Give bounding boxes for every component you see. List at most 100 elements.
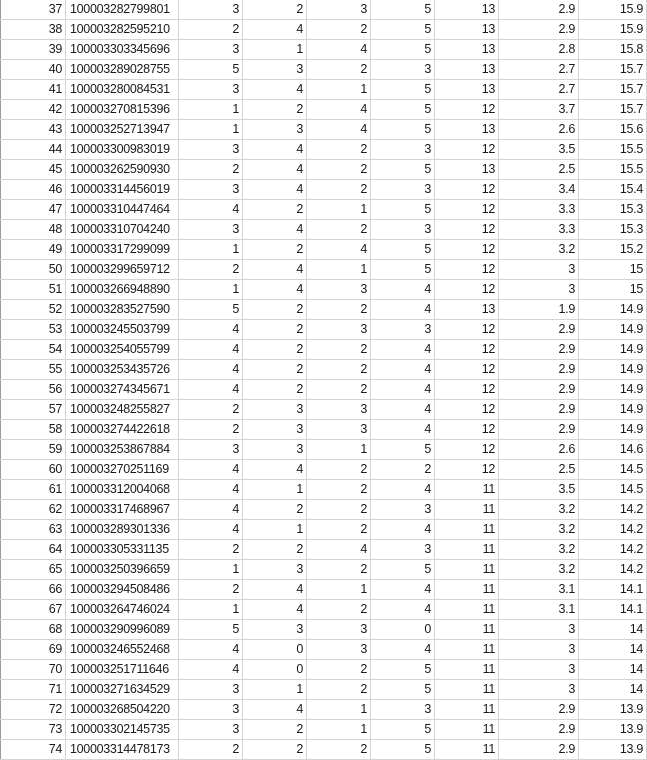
value-cell[interactable]: 15.3 xyxy=(578,199,647,220)
value-cell[interactable]: 2 xyxy=(306,739,371,760)
id-cell[interactable]: 100003248255827 xyxy=(65,399,179,420)
row-number-cell[interactable]: 56 xyxy=(0,379,66,400)
value-cell[interactable]: 12 xyxy=(434,459,499,480)
value-cell[interactable]: 2 xyxy=(178,159,243,180)
value-cell[interactable]: 12 xyxy=(434,319,499,340)
value-cell[interactable]: 0 xyxy=(242,639,307,660)
value-cell[interactable]: 2 xyxy=(242,499,307,520)
value-cell[interactable]: 13 xyxy=(434,59,499,80)
row-number-cell[interactable]: 44 xyxy=(0,139,66,160)
value-cell[interactable]: 0 xyxy=(370,619,435,640)
id-cell[interactable]: 100003305331135 xyxy=(65,539,179,560)
value-cell[interactable]: 2 xyxy=(306,379,371,400)
value-cell[interactable]: 2 xyxy=(306,139,371,160)
value-cell[interactable]: 15.5 xyxy=(578,159,647,180)
value-cell[interactable]: 4 xyxy=(306,239,371,260)
value-cell[interactable]: 11 xyxy=(434,619,499,640)
value-cell[interactable]: 4 xyxy=(178,659,243,680)
value-cell[interactable]: 1 xyxy=(306,259,371,280)
value-cell[interactable]: 15.9 xyxy=(578,19,647,40)
row-number-cell[interactable]: 41 xyxy=(0,79,66,100)
value-cell[interactable]: 2 xyxy=(306,659,371,680)
row-number-cell[interactable]: 66 xyxy=(0,579,66,600)
value-cell[interactable]: 14.9 xyxy=(578,379,647,400)
row-number-cell[interactable]: 70 xyxy=(0,659,66,680)
id-cell[interactable]: 100003252713947 xyxy=(65,119,179,140)
row-number-cell[interactable]: 47 xyxy=(0,199,66,220)
value-cell[interactable]: 14.9 xyxy=(578,339,647,360)
value-cell[interactable]: 3.1 xyxy=(498,599,579,620)
value-cell[interactable]: 4 xyxy=(242,599,307,620)
value-cell[interactable]: 14.9 xyxy=(578,299,647,320)
value-cell[interactable]: 4 xyxy=(242,259,307,280)
value-cell[interactable]: 3 xyxy=(498,659,579,680)
value-cell[interactable]: 4 xyxy=(178,459,243,480)
value-cell[interactable]: 4 xyxy=(178,499,243,520)
value-cell[interactable]: 2 xyxy=(242,299,307,320)
row-number-cell[interactable]: 40 xyxy=(0,59,66,80)
value-cell[interactable]: 2 xyxy=(242,239,307,260)
id-cell[interactable]: 100003264746024 xyxy=(65,599,179,620)
value-cell[interactable]: 12 xyxy=(434,419,499,440)
value-cell[interactable]: 5 xyxy=(370,99,435,120)
row-number-cell[interactable]: 72 xyxy=(0,699,66,720)
value-cell[interactable]: 1 xyxy=(306,439,371,460)
value-cell[interactable]: 4 xyxy=(242,139,307,160)
value-cell[interactable]: 14.6 xyxy=(578,439,647,460)
value-cell[interactable]: 2 xyxy=(306,59,371,80)
value-cell[interactable]: 4 xyxy=(178,519,243,540)
row-number-cell[interactable]: 61 xyxy=(0,479,66,500)
value-cell[interactable]: 2.5 xyxy=(498,159,579,180)
value-cell[interactable]: 12 xyxy=(434,139,499,160)
value-cell[interactable]: 11 xyxy=(434,639,499,660)
value-cell[interactable]: 3.2 xyxy=(498,539,579,560)
value-cell[interactable]: 3 xyxy=(498,259,579,280)
value-cell[interactable]: 12 xyxy=(434,399,499,420)
value-cell[interactable]: 13 xyxy=(434,79,499,100)
value-cell[interactable]: 4 xyxy=(242,159,307,180)
value-cell[interactable]: 11 xyxy=(434,739,499,760)
id-cell[interactable]: 100003250396659 xyxy=(65,559,179,580)
row-number-cell[interactable]: 63 xyxy=(0,519,66,540)
value-cell[interactable]: 4 xyxy=(242,179,307,200)
value-cell[interactable]: 4 xyxy=(242,579,307,600)
value-cell[interactable]: 3 xyxy=(498,279,579,300)
value-cell[interactable]: 13 xyxy=(434,299,499,320)
value-cell[interactable]: 13 xyxy=(434,0,499,20)
value-cell[interactable]: 2.9 xyxy=(498,19,579,40)
value-cell[interactable]: 3 xyxy=(306,419,371,440)
value-cell[interactable]: 13.9 xyxy=(578,719,647,740)
value-cell[interactable]: 2 xyxy=(306,479,371,500)
value-cell[interactable]: 4 xyxy=(370,359,435,380)
value-cell[interactable]: 3 xyxy=(178,0,243,20)
value-cell[interactable]: 1 xyxy=(178,239,243,260)
value-cell[interactable]: 11 xyxy=(434,719,499,740)
value-cell[interactable]: 3 xyxy=(370,139,435,160)
value-cell[interactable]: 4 xyxy=(242,19,307,40)
value-cell[interactable]: 1 xyxy=(306,699,371,720)
value-cell[interactable]: 2 xyxy=(178,539,243,560)
value-cell[interactable]: 5 xyxy=(370,79,435,100)
value-cell[interactable]: 14.9 xyxy=(578,399,647,420)
value-cell[interactable]: 4 xyxy=(370,599,435,620)
value-cell[interactable]: 2 xyxy=(242,199,307,220)
id-cell[interactable]: 100003262590930 xyxy=(65,159,179,180)
value-cell[interactable]: 4 xyxy=(242,699,307,720)
value-cell[interactable]: 14 xyxy=(578,639,647,660)
value-cell[interactable]: 2 xyxy=(178,399,243,420)
value-cell[interactable]: 1 xyxy=(178,599,243,620)
id-cell[interactable]: 100003271634529 xyxy=(65,679,179,700)
id-cell[interactable]: 100003317468967 xyxy=(65,499,179,520)
value-cell[interactable]: 2 xyxy=(242,739,307,760)
value-cell[interactable]: 14 xyxy=(578,659,647,680)
id-cell[interactable]: 100003314456019 xyxy=(65,179,179,200)
value-cell[interactable]: 5 xyxy=(178,299,243,320)
id-cell[interactable]: 100003289301336 xyxy=(65,519,179,540)
value-cell[interactable]: 3 xyxy=(498,619,579,640)
value-cell[interactable]: 2 xyxy=(242,719,307,740)
value-cell[interactable]: 4 xyxy=(370,279,435,300)
row-number-cell[interactable]: 60 xyxy=(0,459,66,480)
value-cell[interactable]: 2.9 xyxy=(498,319,579,340)
value-cell[interactable]: 5 xyxy=(370,719,435,740)
value-cell[interactable]: 11 xyxy=(434,699,499,720)
